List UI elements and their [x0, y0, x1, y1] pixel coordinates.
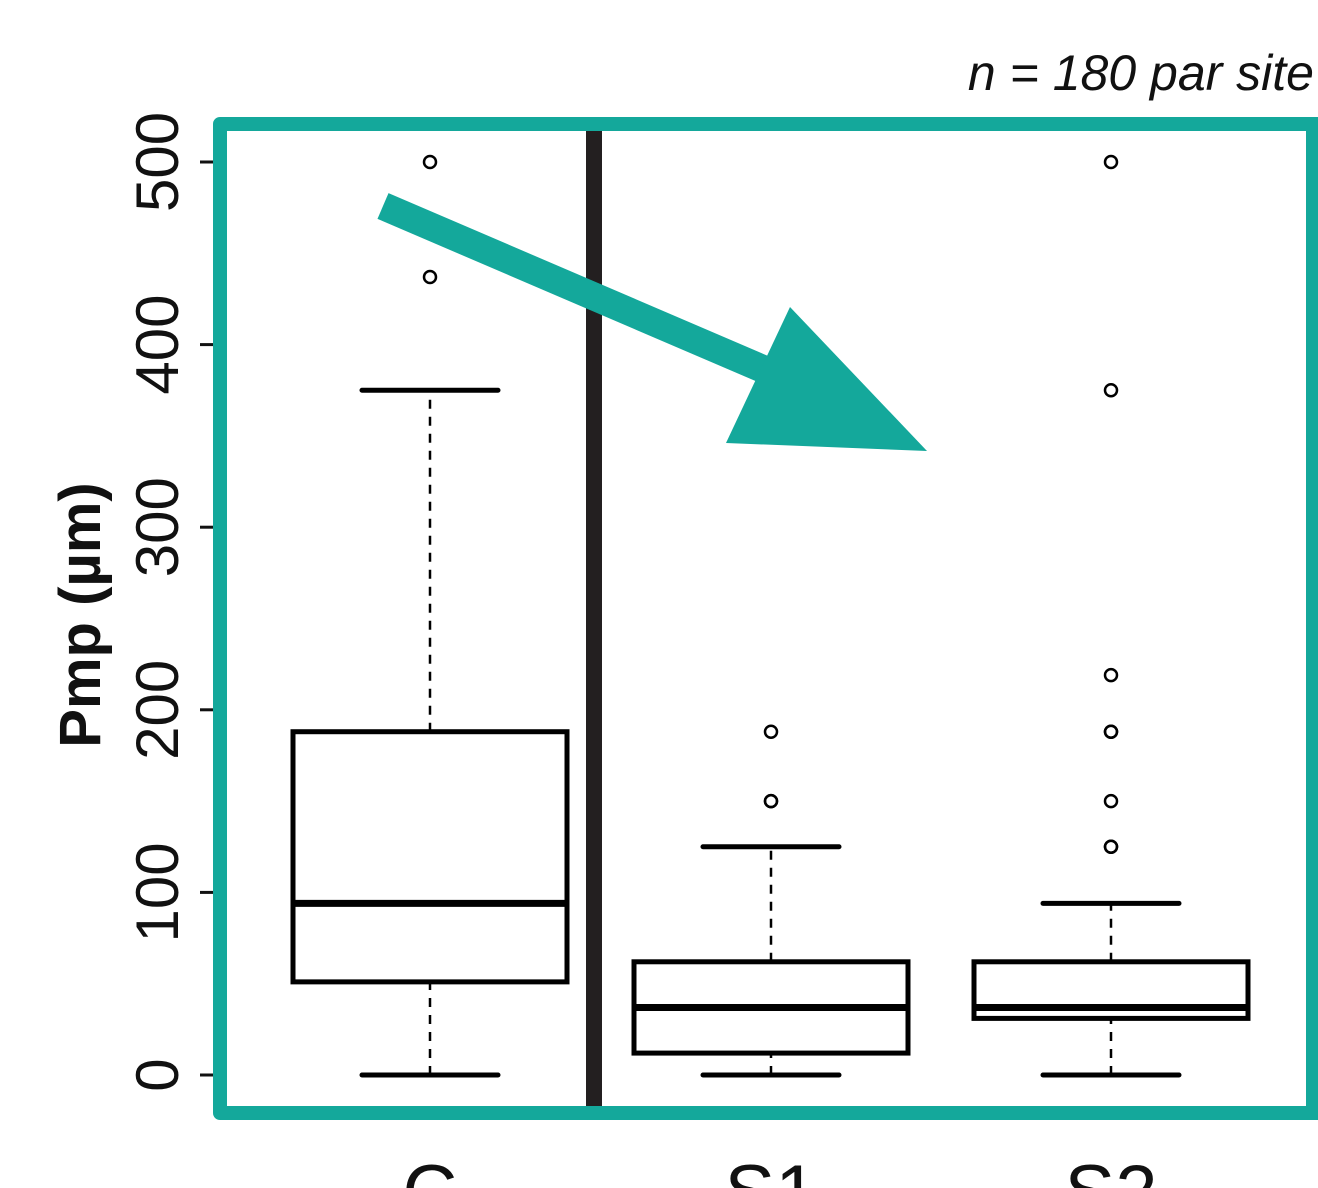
boxplot-c: [290, 154, 570, 1078]
y-tick-label-200: 200: [124, 660, 191, 760]
boxplots: [290, 154, 1251, 1078]
outlier-point-s1-2: [763, 724, 779, 739]
arrow-head: [726, 307, 927, 451]
x-tick-label-s1: S1: [725, 1150, 818, 1188]
outlier-point-s2-4: [1103, 724, 1119, 739]
x-tick-label-s2: S2: [1065, 1150, 1158, 1188]
decrease-arrow-icon: [377, 193, 927, 451]
outlier-point-s2-2: [1103, 793, 1119, 809]
y-tick-label-300: 300: [124, 477, 191, 577]
y-tick-label-400: 400: [124, 295, 191, 395]
arrow-shaft: [377, 193, 811, 400]
outlier-point-s1-1: [763, 793, 779, 809]
box-iqr-c: [290, 729, 570, 985]
outlier-point-s2-5: [1103, 667, 1119, 683]
x-tick-label-c: C: [403, 1150, 458, 1188]
boxplot-s2: [971, 154, 1251, 1078]
y-tick-label-0: 0: [124, 1058, 191, 1091]
highlight-frame: [213, 117, 1318, 1120]
boxplot-s1: [631, 724, 911, 1078]
y-tick-label-500: 500: [124, 112, 191, 212]
y-axis: 0 100 200 300 400 500: [124, 112, 214, 1092]
outlier-point-s2-7: [1103, 154, 1119, 170]
x-axis: C S1 S2: [403, 1150, 1158, 1188]
outlier-point-c-1: [422, 154, 438, 170]
y-axis-label: Pmp (µm): [48, 482, 113, 747]
outlier-point-c-0: [422, 269, 438, 285]
y-tick-label-100: 100: [124, 842, 191, 942]
sample-size-note: n = 180 par site: [968, 45, 1314, 101]
outlier-point-s2-1: [1103, 839, 1119, 854]
outlier-point-s2-6: [1103, 383, 1119, 398]
